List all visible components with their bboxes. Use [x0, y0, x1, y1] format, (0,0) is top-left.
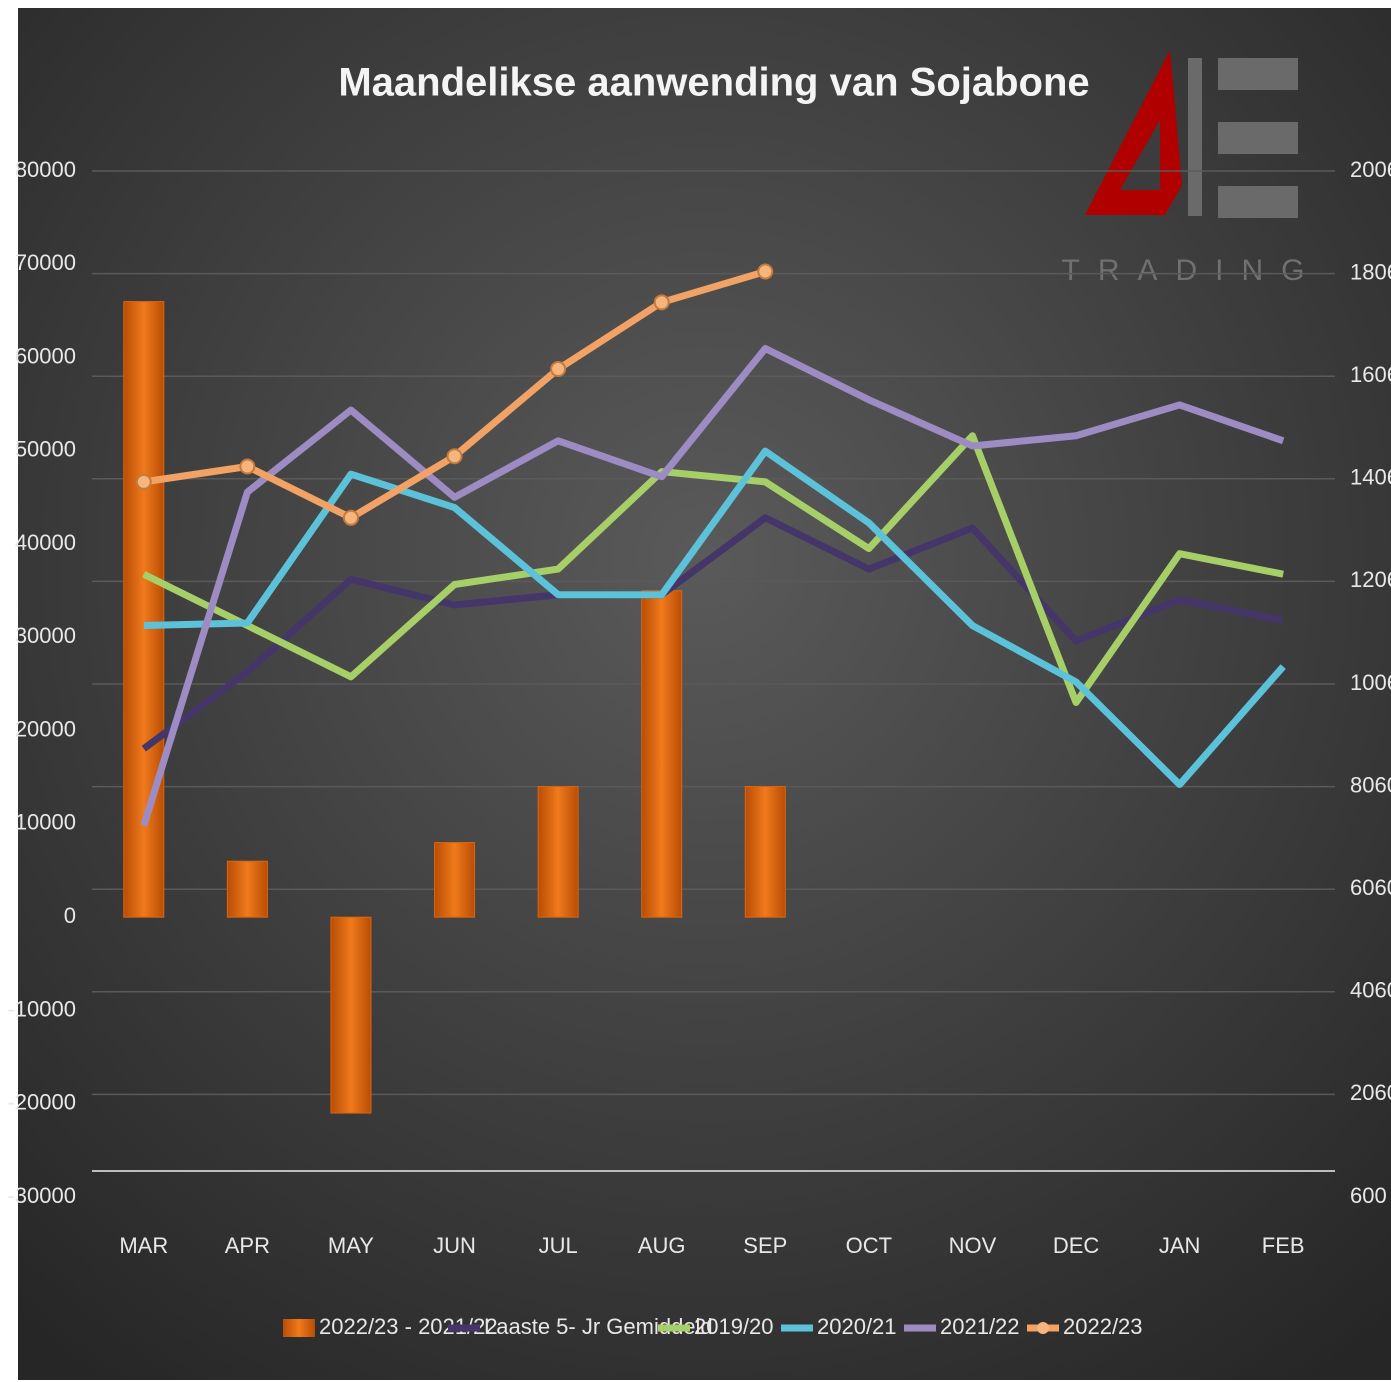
marker — [757, 263, 774, 280]
x-tick-label: JUL — [539, 1233, 578, 1258]
marker — [135, 473, 152, 490]
bar — [537, 786, 579, 918]
y2-tick-label: 60600 — [1350, 875, 1391, 900]
logo-text: TRADING — [1062, 254, 1323, 287]
y2-tick-label: 100600 — [1350, 670, 1391, 695]
y-tick-label: 40000 — [15, 530, 76, 555]
bar — [226, 860, 268, 918]
legend-label: 2022/23 — [1063, 1314, 1143, 1339]
y-tick-label: 80000 — [15, 157, 76, 182]
line — [143, 447, 1286, 789]
marker — [342, 509, 359, 526]
y-tick-label: 10000 — [15, 810, 76, 835]
y2-tick-label: 160600 — [1350, 362, 1391, 387]
x-tick-label: SEP — [743, 1233, 787, 1258]
x-tick-label: DEC — [1053, 1233, 1100, 1258]
marker — [550, 361, 567, 378]
x-tick-label: NOV — [949, 1233, 997, 1258]
y2-tick-label: 80600 — [1350, 772, 1391, 797]
y-tick-label: 70000 — [15, 250, 76, 275]
y2-tick-label: 20600 — [1350, 1080, 1391, 1105]
logo: TRADING — [1062, 50, 1323, 287]
legend-swatch — [283, 1319, 315, 1337]
y2-tick-label: 120600 — [1350, 567, 1391, 592]
y-tick-label: 0 — [64, 903, 76, 928]
x-tick-label: MAY — [328, 1233, 374, 1258]
marker — [239, 458, 256, 475]
background — [18, 8, 1391, 1380]
y-tick-label: 60000 — [15, 343, 76, 368]
legend-label: 2019/20 — [694, 1314, 774, 1339]
legend-marker — [1037, 1322, 1049, 1334]
y-tick-label: 20000 — [15, 716, 76, 741]
marker — [653, 294, 670, 311]
line — [142, 432, 1284, 706]
y-tick-label: 50000 — [15, 437, 76, 462]
bar — [641, 590, 683, 918]
x-tick-label: JUN — [433, 1233, 476, 1258]
legend-label: 2021/22 — [940, 1314, 1020, 1339]
y2-tick-label: 140600 — [1350, 465, 1391, 490]
x-tick-label: APR — [225, 1233, 270, 1258]
y2-tick-label: 40600 — [1350, 978, 1391, 1003]
x-tick-label: OCT — [846, 1233, 892, 1258]
chart-title: Maandelikse aanwending van Sojabone — [338, 61, 1089, 105]
y-tick-label: -20000 — [7, 1090, 76, 1115]
x-tick-label: MAR — [119, 1233, 168, 1258]
y-tick-label: 30000 — [15, 623, 76, 648]
marker — [446, 448, 463, 465]
x-tick-label: AUG — [638, 1233, 686, 1258]
x-tick-label: FEB — [1262, 1233, 1305, 1258]
bar — [330, 916, 372, 1114]
y-tick-label: -30000 — [7, 1183, 76, 1208]
bar — [744, 786, 786, 918]
y2-tick-label: 600 — [1350, 1183, 1387, 1208]
y2-tick-label: 200600 — [1350, 157, 1391, 182]
bar — [434, 842, 476, 918]
y2-tick-label: 180600 — [1350, 259, 1391, 284]
legend-label: 2020/21 — [817, 1314, 897, 1339]
y-tick-label: -10000 — [7, 996, 76, 1021]
line — [140, 344, 1285, 827]
x-tick-label: JAN — [1159, 1233, 1201, 1258]
line — [141, 514, 1284, 752]
